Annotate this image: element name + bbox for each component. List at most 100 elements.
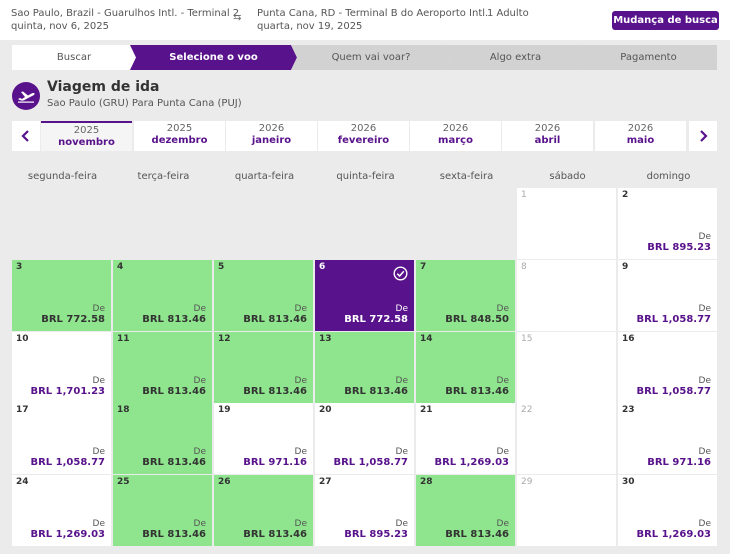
- change-search-button[interactable]: Mudança de busca: [612, 11, 719, 30]
- month-tab-janeiro[interactable]: 2026 janeiro: [226, 121, 317, 151]
- calendar-day-5[interactable]: 5 De BRL 813.46: [214, 260, 313, 331]
- calendar-day-18[interactable]: 18 De BRL 813.46: [113, 403, 212, 474]
- calendar-day-28[interactable]: 28 De BRL 813.46: [416, 475, 515, 546]
- month-year: 2026: [442, 123, 469, 134]
- step-who-flies: Quem vai voar?: [291, 45, 451, 70]
- calendar-day-7[interactable]: 7 De BRL 848.50: [416, 260, 515, 331]
- price-prefix: De: [294, 447, 307, 457]
- fare-price: BRL 813.46: [243, 529, 307, 540]
- calendar-day-21[interactable]: 21 De BRL 1,269.03: [416, 403, 515, 474]
- fare-price: BRL 1,269.03: [434, 457, 509, 468]
- calendar-day-11[interactable]: 11 De BRL 813.46: [113, 332, 212, 403]
- origin-airport: Sao Paulo, Brazil - Guarulhos Intl. - Te…: [11, 8, 240, 19]
- fare-price: BRL 813.46: [445, 386, 509, 397]
- month-name: maio: [626, 135, 655, 146]
- weekday-friday: sexta-feira: [439, 171, 494, 182]
- month-name: janeiro: [251, 135, 292, 146]
- price-prefix: De: [193, 519, 206, 529]
- calendar-day-12[interactable]: 12 De BRL 813.46: [214, 332, 313, 403]
- month-tab-dezembro[interactable]: 2025 dezembro: [134, 121, 225, 151]
- fare-price: BRL 848.50: [445, 314, 509, 325]
- day-number: 24: [16, 477, 29, 487]
- weekday-monday: segunda-feira: [27, 171, 98, 182]
- calendar-day-30[interactable]: 30 De BRL 1,269.03: [618, 475, 717, 546]
- day-number: 22: [521, 405, 533, 415]
- day-number: 1: [521, 190, 527, 200]
- day-number: 9: [622, 262, 629, 272]
- day-number: 20: [319, 405, 332, 415]
- price-prefix: De: [496, 447, 509, 457]
- month-year: 2025: [166, 123, 193, 134]
- fare-price: BRL 813.46: [344, 386, 408, 397]
- calendar-day-3[interactable]: 3 De BRL 772.58: [12, 260, 111, 331]
- month-tab-marco[interactable]: 2026 março: [410, 121, 501, 151]
- calendar-day-14[interactable]: 14 De BRL 813.46: [416, 332, 515, 403]
- origin-date: quinta, nov 6, 2025: [11, 21, 109, 32]
- destination-airport: Punta Cana, RD - Terminal B do Aeroporto…: [257, 8, 489, 19]
- booking-stepper: Buscar Selecione o voo Quem vai voar? Al…: [12, 45, 717, 70]
- calendar-day-15: 15: [517, 332, 616, 403]
- fare-price: BRL 895.23: [344, 529, 408, 540]
- price-prefix: De: [193, 304, 206, 314]
- day-number: 30: [622, 477, 635, 487]
- fare-price: BRL 813.46: [243, 314, 307, 325]
- calendar-day-29: 29: [517, 475, 616, 546]
- month-tab-fevereiro[interactable]: 2026 fevereiro: [318, 121, 409, 151]
- price-prefix: De: [698, 232, 711, 242]
- calendar-day-26[interactable]: 26 De BRL 813.46: [214, 475, 313, 546]
- day-number: 2: [622, 190, 629, 200]
- chevron-left-icon[interactable]: [12, 121, 40, 151]
- calendar-day-25[interactable]: 25 De BRL 813.46: [113, 475, 212, 546]
- price-prefix: De: [395, 447, 408, 457]
- price-prefix: De: [92, 376, 105, 386]
- month-name: março: [438, 135, 473, 146]
- calendar-day-9[interactable]: 9 De BRL 1,058.77: [618, 260, 717, 331]
- weekday-saturday: sábado: [549, 171, 586, 182]
- step-select-flight[interactable]: Selecione o voo: [130, 45, 297, 70]
- calendar-day-6[interactable]: 6 De BRL 772.58: [315, 260, 414, 331]
- day-number: 25: [117, 477, 130, 487]
- price-prefix: De: [698, 447, 711, 457]
- flight-direction-title: Viagem de ida: [47, 79, 160, 95]
- fare-price: BRL 772.58: [41, 314, 105, 325]
- fare-price: BRL 1,058.77: [333, 457, 408, 468]
- calendar-day-2[interactable]: 2 De BRL 895.23: [618, 188, 717, 259]
- day-number: 21: [420, 405, 433, 415]
- price-prefix: De: [496, 304, 509, 314]
- month-selector: 2025 novembro 2025 dezembro 2026 janeiro…: [12, 121, 717, 151]
- month-year: 2025: [73, 125, 100, 136]
- calendar-day-24[interactable]: 24 De BRL 1,269.03: [12, 475, 111, 546]
- day-number: 12: [218, 334, 231, 344]
- day-number: 26: [218, 477, 231, 487]
- fare-price: BRL 971.16: [243, 457, 307, 468]
- fare-price: BRL 1,269.03: [636, 529, 711, 540]
- price-prefix: De: [92, 447, 105, 457]
- calendar-day-17[interactable]: 17 De BRL 1,058.77: [12, 403, 111, 474]
- swap-arrows-icon: ⇆: [233, 12, 242, 23]
- chevron-right-icon[interactable]: [689, 121, 717, 151]
- month-tab-abril[interactable]: 2026 abril: [502, 121, 593, 151]
- month-tab-maio[interactable]: 2026 maio: [595, 121, 686, 151]
- fare-price: BRL 1,058.77: [636, 386, 711, 397]
- calendar-day-13[interactable]: 13 De BRL 813.46: [315, 332, 414, 403]
- calendar-day-16[interactable]: 16 De BRL 1,058.77: [618, 332, 717, 403]
- step-label: Algo extra: [489, 52, 542, 63]
- calendar-empty-cells: [12, 188, 516, 259]
- weekday-thursday: quinta-feira: [336, 171, 395, 182]
- month-tab-novembro[interactable]: 2025 novembro: [41, 121, 132, 151]
- calendar-day-10[interactable]: 10 De BRL 1,701.23: [12, 332, 111, 403]
- price-prefix: De: [92, 519, 105, 529]
- fare-price: BRL 971.16: [647, 457, 711, 468]
- flight-route: Sao Paulo (GRU) Para Punta Cana (PUJ): [47, 98, 242, 109]
- calendar-day-20[interactable]: 20 De BRL 1,058.77: [315, 403, 414, 474]
- airplane-takeoff-icon: [12, 82, 40, 110]
- step-search[interactable]: Buscar: [12, 45, 136, 70]
- calendar-day-4[interactable]: 4 De BRL 813.46: [113, 260, 212, 331]
- calendar-day-27[interactable]: 27 De BRL 895.23: [315, 475, 414, 546]
- fare-price: BRL 813.46: [445, 529, 509, 540]
- price-prefix: De: [294, 376, 307, 386]
- day-number: 17: [16, 405, 29, 415]
- calendar-day-19[interactable]: 19 De BRL 971.16: [214, 403, 313, 474]
- calendar-day-23[interactable]: 23 De BRL 971.16: [618, 403, 717, 474]
- month-year: 2026: [627, 123, 654, 134]
